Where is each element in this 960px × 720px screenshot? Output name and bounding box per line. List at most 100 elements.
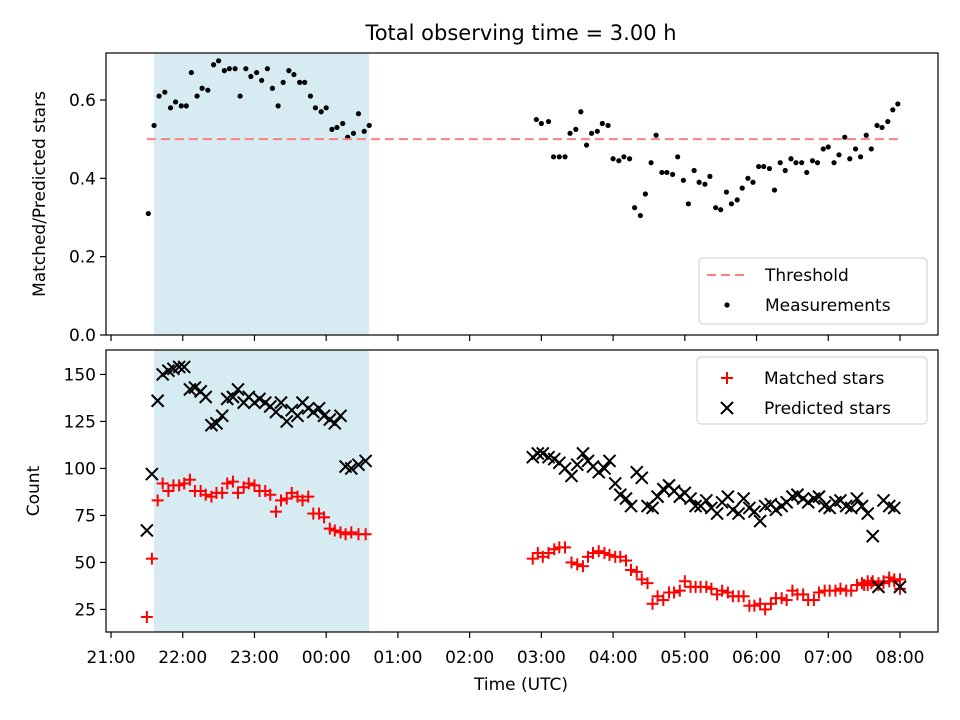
- measurement-point: [183, 103, 189, 109]
- matched-star-point: [700, 580, 713, 593]
- matched-star-point: [780, 594, 793, 607]
- matched-star-point: [630, 565, 643, 578]
- measurement-point: [355, 111, 362, 117]
- measurement-point: [248, 73, 254, 80]
- measurement-point: [788, 156, 794, 162]
- measurement-point: [723, 189, 730, 195]
- matched-star-point: [845, 584, 858, 597]
- measurement-point: [675, 154, 681, 160]
- measurement-point: [151, 122, 157, 129]
- x-tick-label: 04:00: [589, 648, 638, 668]
- predicted-star-point: [280, 414, 294, 429]
- measurement-point: [318, 109, 324, 115]
- measurement-point: [162, 89, 168, 95]
- predicted-star-point: [688, 499, 703, 513]
- predicted-star-point: [564, 469, 579, 483]
- predicted-star-point: [531, 446, 545, 461]
- measurement-point: [831, 160, 837, 166]
- chart-title: Total observing time = 3.00 h: [364, 21, 676, 45]
- x-tick-label: 07:00: [804, 648, 853, 668]
- predicted-star-point: [274, 395, 288, 410]
- x-tick-label: 01:00: [373, 648, 422, 668]
- measurement-point: [307, 93, 314, 99]
- measurement-point: [312, 105, 319, 111]
- predicted-star-point: [344, 461, 359, 476]
- predicted-star-point: [312, 401, 326, 415]
- predicted-star-point: [844, 501, 858, 515]
- count-y-tick-label: 75: [74, 506, 96, 526]
- ratio-legend: Threshold Measurements: [698, 257, 928, 325]
- predicted-star-point: [850, 491, 864, 506]
- matched-star-point: [221, 477, 234, 490]
- measurement-point: [216, 58, 222, 64]
- measurement-point: [820, 146, 826, 152]
- matched-star-point: [754, 597, 767, 610]
- predicted-star-point: [155, 367, 170, 382]
- matched-star-point: [737, 590, 750, 603]
- matched-star-point: [748, 599, 761, 612]
- matched-star-point: [807, 594, 820, 607]
- predicted-star-point: [317, 409, 331, 423]
- predicted-star-point: [683, 491, 698, 506]
- measurement-point: [340, 120, 346, 127]
- matched-star-point: [140, 610, 153, 623]
- measurement-point: [852, 146, 859, 152]
- count-y-tick-label: 25: [74, 600, 96, 620]
- measurement-point: [659, 169, 665, 176]
- predicted-star-point: [887, 501, 901, 515]
- matched-star-point: [548, 543, 561, 556]
- predicted-star-point: [747, 504, 762, 519]
- count-y-tick-label: 50: [74, 553, 96, 573]
- measurement-point: [573, 126, 579, 132]
- legend-matched-swatch: [721, 372, 733, 384]
- x-tick-label: 02:00: [445, 648, 494, 668]
- measurement-point: [156, 93, 162, 99]
- predicted-star-point: [645, 501, 660, 515]
- predicted-star-point: [866, 529, 880, 543]
- predicted-star-point: [861, 506, 875, 521]
- ratio-y-axis: 0.0 0.2 0.4 0.6: [69, 91, 106, 346]
- measurement-point: [670, 171, 676, 178]
- measurement-point: [745, 175, 751, 181]
- measurement-point: [588, 130, 595, 136]
- predicted-star-point: [613, 488, 627, 502]
- x-tick-label: 03:00: [517, 648, 566, 668]
- matched-star-point: [576, 560, 589, 573]
- measurement-point: [734, 197, 740, 203]
- x-tick-label: 23:00: [230, 648, 279, 668]
- measurement-point: [857, 154, 864, 160]
- count-plot-frame: [105, 349, 939, 633]
- x-axis-label: Time (UTC): [473, 675, 568, 695]
- matched-star-point: [231, 486, 244, 499]
- measurement-point: [804, 169, 810, 176]
- ratio-x-ticks: [110, 335, 901, 341]
- ratio-y-tick-label: 0.0: [69, 326, 96, 346]
- measurement-point: [562, 154, 568, 160]
- predicted-star-point: [358, 454, 373, 468]
- measurement-point: [280, 79, 286, 85]
- matched-star-point: [678, 575, 691, 588]
- measurement-point: [538, 120, 544, 127]
- predicted-star-point: [801, 495, 815, 509]
- measurement-point: [567, 130, 573, 136]
- predicted-star-point: [333, 409, 348, 423]
- measurement-point: [199, 85, 205, 91]
- measurement-point: [210, 62, 217, 68]
- matched-star-point: [829, 584, 842, 597]
- count-y-tick-label: 100: [64, 459, 96, 479]
- measurement-point: [664, 169, 670, 176]
- measurement-point: [879, 124, 885, 131]
- measurement-point: [777, 160, 783, 166]
- measurement-point: [350, 130, 357, 136]
- measurement-point: [895, 101, 901, 107]
- measurement-point: [594, 128, 600, 134]
- predicted-star-point: [855, 499, 869, 513]
- measurement-point: [237, 93, 243, 99]
- matched-star-point: [888, 573, 901, 586]
- ratio-y-tick-label: 0.4: [69, 169, 96, 189]
- measurement-point: [713, 205, 719, 211]
- measurement-point: [243, 66, 249, 72]
- measurement-point: [728, 201, 735, 207]
- predicted-star-point: [172, 360, 186, 374]
- matched-star-point: [173, 479, 186, 492]
